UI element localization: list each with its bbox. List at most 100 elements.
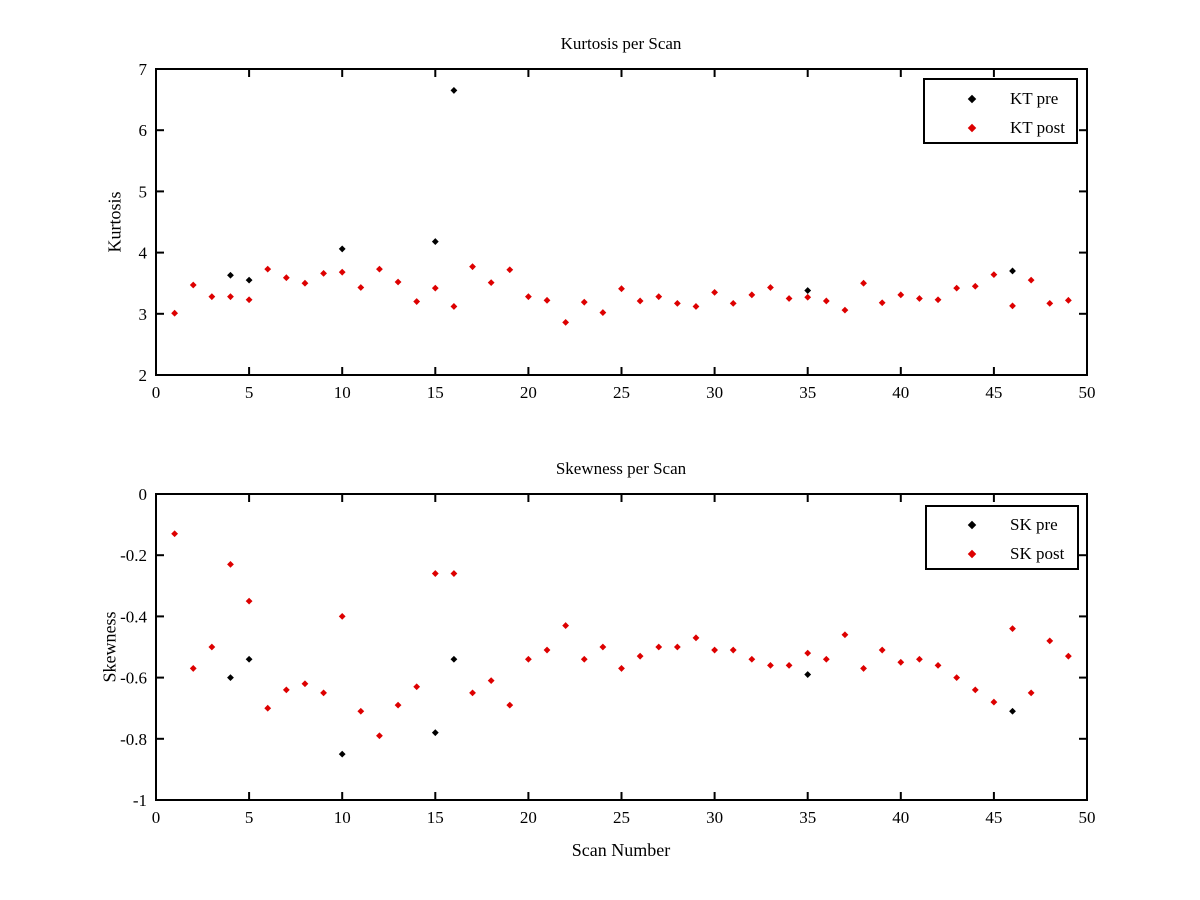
x-tick-label: 25 [613,808,630,827]
y-tick-label: -0.4 [120,607,147,626]
y-tick-label: -0.6 [120,669,147,688]
point-kt-pre [338,245,346,253]
point-sk-post [692,634,700,642]
point-kt-post [562,318,570,326]
legend-entry-kt-pre: KT pre [1010,89,1059,108]
legend-kurtosis: KT pre KT post [923,78,1078,144]
skewness-ylabel: Skewness [99,611,120,683]
point-kt-post [767,284,774,291]
point-sk-post [897,658,905,666]
point-kt-post [971,282,979,290]
point-sk-post [525,655,532,663]
point-kt-post [450,303,458,310]
point-kt-post [580,298,588,306]
point-sk-post [860,665,867,672]
legend-skewness: SK pre SK post [925,505,1079,570]
point-kt-post [599,309,607,316]
point-kt-post [413,298,421,305]
point-kt-post [748,291,756,299]
point-kt-post [953,284,961,292]
y-tick-label: 4 [139,244,148,263]
y-tick-label: 2 [139,366,148,385]
point-sk-post [953,674,961,681]
kt-pre-diamond-icon [967,94,977,104]
point-sk-post [1027,689,1035,697]
legend-entry-kt-post: KT post [1010,118,1065,137]
point-sk-post [878,646,886,654]
point-kt-post [227,293,234,301]
point-kt-post [692,303,700,310]
point-sk-post [208,643,216,651]
scan-number-xlabel: Scan Number [571,840,671,860]
point-sk-post [1009,625,1016,633]
point-kt-post [282,274,290,282]
kurtosis-plot-title: Kurtosis per Scan [560,34,682,53]
y-tick-label: -0.2 [120,546,147,565]
sk-post-diamond-icon [967,549,977,559]
y-tick-label: -0.8 [120,730,147,749]
point-kt-post [431,284,439,292]
x-tick-label: 5 [245,808,254,827]
point-sk-post [822,655,830,663]
point-kt-post [338,268,346,276]
x-tick-label: 10 [334,808,351,827]
point-sk-post [469,689,476,697]
point-sk-post [543,646,551,654]
point-kt-post [208,293,216,301]
kurtosis-ylabel: Kurtosis [104,191,125,253]
y-tick-label: 0 [139,485,148,504]
point-sk-post [227,560,234,568]
point-kt-post [1027,276,1035,284]
point-kt-post [655,293,663,301]
point-sk-pre [245,655,253,663]
point-kt-post [1009,302,1016,310]
x-tick-label: 0 [152,808,161,827]
point-kt-post [1046,299,1054,307]
point-sk-post [655,643,663,651]
point-kt-post [171,309,179,317]
point-kt-post [729,299,737,307]
point-sk-post [413,683,421,691]
point-kt-post [264,265,272,273]
point-kt-post [673,299,681,307]
point-sk-post [189,665,197,672]
point-kt-post [711,288,718,296]
point-kt-post [357,284,365,291]
point-sk-pre [1009,707,1016,715]
point-kt-post [543,296,551,304]
x-tick-label: 5 [245,383,254,402]
point-kt-pre [431,238,439,245]
point-sk-pre [450,655,458,663]
y-tick-label: 6 [139,121,148,140]
point-kt-post [860,279,867,287]
x-tick-label: 40 [892,383,909,402]
point-sk-pre [431,729,439,737]
point-kt-pre [245,276,253,284]
point-sk-post [320,689,327,697]
point-kt-post [618,285,625,293]
point-sk-post [562,622,570,629]
point-sk-post [618,665,625,672]
x-tick-label: 45 [985,383,1002,402]
point-sk-post [841,631,849,639]
point-kt-post [189,281,197,289]
x-tick-label: 35 [799,808,816,827]
legend-entry-sk-pre: SK pre [1010,515,1058,534]
point-sk-post [971,686,979,694]
point-sk-pre [338,750,346,758]
y-tick-label: 7 [139,60,148,79]
point-kt-post [934,296,942,304]
point-kt-pre [450,87,458,94]
legend-entry-sk-post: SK post [1010,544,1065,563]
point-sk-post [785,661,793,669]
point-kt-pre [804,287,812,294]
kt-post-diamond-icon [967,123,977,133]
x-tick-label: 20 [520,383,537,402]
y-tick-label: 5 [139,182,148,201]
point-sk-post [450,570,458,577]
point-kt-pre [1009,267,1016,275]
point-sk-post [990,698,998,706]
point-sk-post [376,732,383,740]
